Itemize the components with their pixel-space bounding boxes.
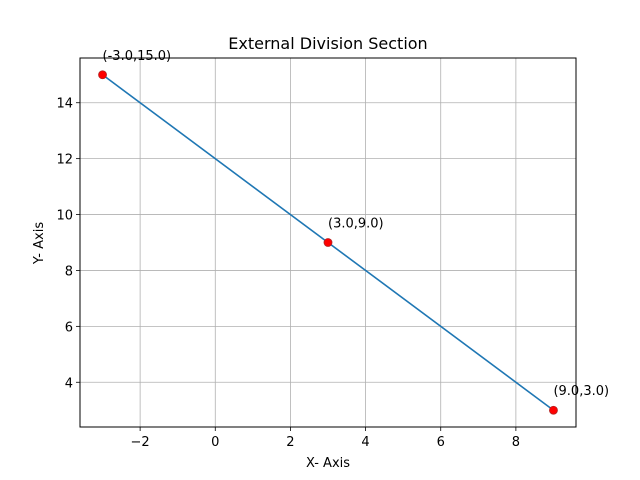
data-point	[549, 406, 557, 414]
point-label: (9.0,3.0)	[553, 384, 609, 399]
x-axis-label: X- Axis	[306, 456, 350, 471]
y-axis-label: Y- Axis	[32, 222, 47, 265]
x-tick-label: 4	[361, 435, 369, 450]
data-point	[99, 71, 107, 79]
x-tick-label: 2	[286, 435, 294, 450]
y-tick-label: 12	[56, 153, 73, 168]
x-tick-label: −2	[131, 435, 150, 450]
x-tick-label: 0	[211, 435, 219, 450]
y-tick-label: 8	[65, 264, 73, 279]
x-tick-label: 6	[437, 435, 445, 450]
point-label: (-3.0,15.0)	[103, 49, 172, 64]
y-tick-label: 4	[65, 376, 73, 391]
data-point	[324, 239, 332, 247]
point-label: (3.0,9.0)	[328, 217, 384, 232]
y-tick-label: 6	[65, 320, 73, 335]
y-tick-label: 10	[56, 209, 73, 224]
x-tick-label: 8	[512, 435, 520, 450]
chart-title: External Division Section	[228, 34, 427, 53]
y-tick-label: 14	[56, 97, 73, 112]
